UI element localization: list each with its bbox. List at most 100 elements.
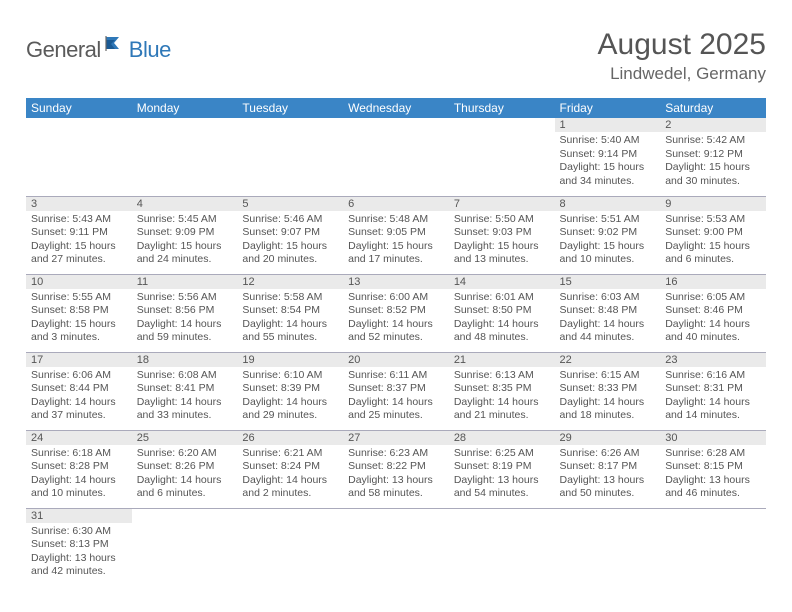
day-data: Sunrise: 6:21 AMSunset: 8:24 PMDaylight:… <box>237 445 343 505</box>
day-data: Sunrise: 5:50 AMSunset: 9:03 PMDaylight:… <box>449 211 555 271</box>
day-number: 2 <box>660 118 766 132</box>
weekday-header: Tuesday <box>237 98 343 118</box>
calendar-cell: 11Sunrise: 5:56 AMSunset: 8:56 PMDayligh… <box>132 274 238 352</box>
day-number: 9 <box>660 197 766 211</box>
day-data: Sunrise: 5:48 AMSunset: 9:05 PMDaylight:… <box>343 211 449 271</box>
day-number: 15 <box>555 275 661 289</box>
day-data: Sunrise: 5:58 AMSunset: 8:54 PMDaylight:… <box>237 289 343 349</box>
day-data: Sunrise: 6:13 AMSunset: 8:35 PMDaylight:… <box>449 367 555 427</box>
day-number: 30 <box>660 431 766 445</box>
day-data: Sunrise: 6:23 AMSunset: 8:22 PMDaylight:… <box>343 445 449 505</box>
calendar-cell-empty <box>132 118 238 196</box>
calendar-cell: 3Sunrise: 5:43 AMSunset: 9:11 PMDaylight… <box>26 196 132 274</box>
day-data: Sunrise: 6:15 AMSunset: 8:33 PMDaylight:… <box>555 367 661 427</box>
calendar-cell: 15Sunrise: 6:03 AMSunset: 8:48 PMDayligh… <box>555 274 661 352</box>
day-data: Sunrise: 6:28 AMSunset: 8:15 PMDaylight:… <box>660 445 766 505</box>
day-data: Sunrise: 6:03 AMSunset: 8:48 PMDaylight:… <box>555 289 661 349</box>
flag-icon <box>105 34 127 57</box>
day-data: Sunrise: 6:08 AMSunset: 8:41 PMDaylight:… <box>132 367 238 427</box>
calendar-cell-empty <box>449 508 555 586</box>
day-data: Sunrise: 5:43 AMSunset: 9:11 PMDaylight:… <box>26 211 132 271</box>
day-number: 24 <box>26 431 132 445</box>
day-data: Sunrise: 5:53 AMSunset: 9:00 PMDaylight:… <box>660 211 766 271</box>
day-number: 13 <box>343 275 449 289</box>
day-data: Sunrise: 6:26 AMSunset: 8:17 PMDaylight:… <box>555 445 661 505</box>
day-number: 8 <box>555 197 661 211</box>
calendar-cell: 12Sunrise: 5:58 AMSunset: 8:54 PMDayligh… <box>237 274 343 352</box>
day-data: Sunrise: 5:55 AMSunset: 8:58 PMDaylight:… <box>26 289 132 349</box>
day-number: 14 <box>449 275 555 289</box>
day-number: 18 <box>132 353 238 367</box>
day-data: Sunrise: 6:20 AMSunset: 8:26 PMDaylight:… <box>132 445 238 505</box>
day-number: 20 <box>343 353 449 367</box>
day-data: Sunrise: 6:00 AMSunset: 8:52 PMDaylight:… <box>343 289 449 349</box>
calendar-cell: 8Sunrise: 5:51 AMSunset: 9:02 PMDaylight… <box>555 196 661 274</box>
day-data: Sunrise: 6:01 AMSunset: 8:50 PMDaylight:… <box>449 289 555 349</box>
weekday-header: Wednesday <box>343 98 449 118</box>
calendar-cell: 21Sunrise: 6:13 AMSunset: 8:35 PMDayligh… <box>449 352 555 430</box>
calendar-cell-empty <box>343 508 449 586</box>
weekday-header: Friday <box>555 98 661 118</box>
calendar-cell: 29Sunrise: 6:26 AMSunset: 8:17 PMDayligh… <box>555 430 661 508</box>
day-number: 28 <box>449 431 555 445</box>
day-number: 21 <box>449 353 555 367</box>
calendar-cell: 27Sunrise: 6:23 AMSunset: 8:22 PMDayligh… <box>343 430 449 508</box>
calendar-cell: 10Sunrise: 5:55 AMSunset: 8:58 PMDayligh… <box>26 274 132 352</box>
day-number: 6 <box>343 197 449 211</box>
day-number: 16 <box>660 275 766 289</box>
weekday-header: Saturday <box>660 98 766 118</box>
calendar-cell: 7Sunrise: 5:50 AMSunset: 9:03 PMDaylight… <box>449 196 555 274</box>
calendar-cell: 20Sunrise: 6:11 AMSunset: 8:37 PMDayligh… <box>343 352 449 430</box>
day-number: 17 <box>26 353 132 367</box>
day-number: 7 <box>449 197 555 211</box>
title-block: August 2025 Lindwedel, Germany <box>598 28 766 84</box>
calendar-cell: 19Sunrise: 6:10 AMSunset: 8:39 PMDayligh… <box>237 352 343 430</box>
calendar-cell: 31Sunrise: 6:30 AMSunset: 8:13 PMDayligh… <box>26 508 132 586</box>
day-number: 19 <box>237 353 343 367</box>
calendar-cell-empty <box>449 118 555 196</box>
day-number: 22 <box>555 353 661 367</box>
day-number: 26 <box>237 431 343 445</box>
day-number: 25 <box>132 431 238 445</box>
day-data: Sunrise: 5:45 AMSunset: 9:09 PMDaylight:… <box>132 211 238 271</box>
calendar-cell-empty <box>343 118 449 196</box>
weekday-header: Sunday <box>26 98 132 118</box>
day-data: Sunrise: 5:42 AMSunset: 9:12 PMDaylight:… <box>660 132 766 192</box>
calendar-cell: 17Sunrise: 6:06 AMSunset: 8:44 PMDayligh… <box>26 352 132 430</box>
day-number: 10 <box>26 275 132 289</box>
day-number: 1 <box>555 118 661 132</box>
calendar-cell: 13Sunrise: 6:00 AMSunset: 8:52 PMDayligh… <box>343 274 449 352</box>
header: General Blue August 2025 Lindwedel, Germ… <box>26 28 766 84</box>
day-data: Sunrise: 5:51 AMSunset: 9:02 PMDaylight:… <box>555 211 661 271</box>
day-number: 5 <box>237 197 343 211</box>
weekday-header-row: SundayMondayTuesdayWednesdayThursdayFrid… <box>26 98 766 118</box>
calendar-body: 1Sunrise: 5:40 AMSunset: 9:14 PMDaylight… <box>26 118 766 586</box>
calendar-cell: 28Sunrise: 6:25 AMSunset: 8:19 PMDayligh… <box>449 430 555 508</box>
calendar-cell: 6Sunrise: 5:48 AMSunset: 9:05 PMDaylight… <box>343 196 449 274</box>
day-number: 31 <box>26 509 132 523</box>
calendar-row: 31Sunrise: 6:30 AMSunset: 8:13 PMDayligh… <box>26 508 766 586</box>
calendar-cell-empty <box>237 508 343 586</box>
calendar-row: 24Sunrise: 6:18 AMSunset: 8:28 PMDayligh… <box>26 430 766 508</box>
calendar-cell: 22Sunrise: 6:15 AMSunset: 8:33 PMDayligh… <box>555 352 661 430</box>
day-number: 29 <box>555 431 661 445</box>
day-data: Sunrise: 6:25 AMSunset: 8:19 PMDaylight:… <box>449 445 555 505</box>
day-data: Sunrise: 5:40 AMSunset: 9:14 PMDaylight:… <box>555 132 661 192</box>
calendar-cell: 4Sunrise: 5:45 AMSunset: 9:09 PMDaylight… <box>132 196 238 274</box>
day-data: Sunrise: 6:10 AMSunset: 8:39 PMDaylight:… <box>237 367 343 427</box>
day-data: Sunrise: 6:05 AMSunset: 8:46 PMDaylight:… <box>660 289 766 349</box>
calendar-cell-empty <box>660 508 766 586</box>
logo: General Blue <box>26 34 171 65</box>
day-data: Sunrise: 5:46 AMSunset: 9:07 PMDaylight:… <box>237 211 343 271</box>
logo-text-blue: Blue <box>129 37 171 63</box>
calendar-cell: 23Sunrise: 6:16 AMSunset: 8:31 PMDayligh… <box>660 352 766 430</box>
calendar-cell: 24Sunrise: 6:18 AMSunset: 8:28 PMDayligh… <box>26 430 132 508</box>
calendar-cell-empty <box>132 508 238 586</box>
day-number: 3 <box>26 197 132 211</box>
day-data: Sunrise: 6:16 AMSunset: 8:31 PMDaylight:… <box>660 367 766 427</box>
calendar-cell-empty <box>555 508 661 586</box>
day-data: Sunrise: 6:18 AMSunset: 8:28 PMDaylight:… <box>26 445 132 505</box>
calendar-cell: 9Sunrise: 5:53 AMSunset: 9:00 PMDaylight… <box>660 196 766 274</box>
calendar-row: 10Sunrise: 5:55 AMSunset: 8:58 PMDayligh… <box>26 274 766 352</box>
calendar-cell-empty <box>26 118 132 196</box>
